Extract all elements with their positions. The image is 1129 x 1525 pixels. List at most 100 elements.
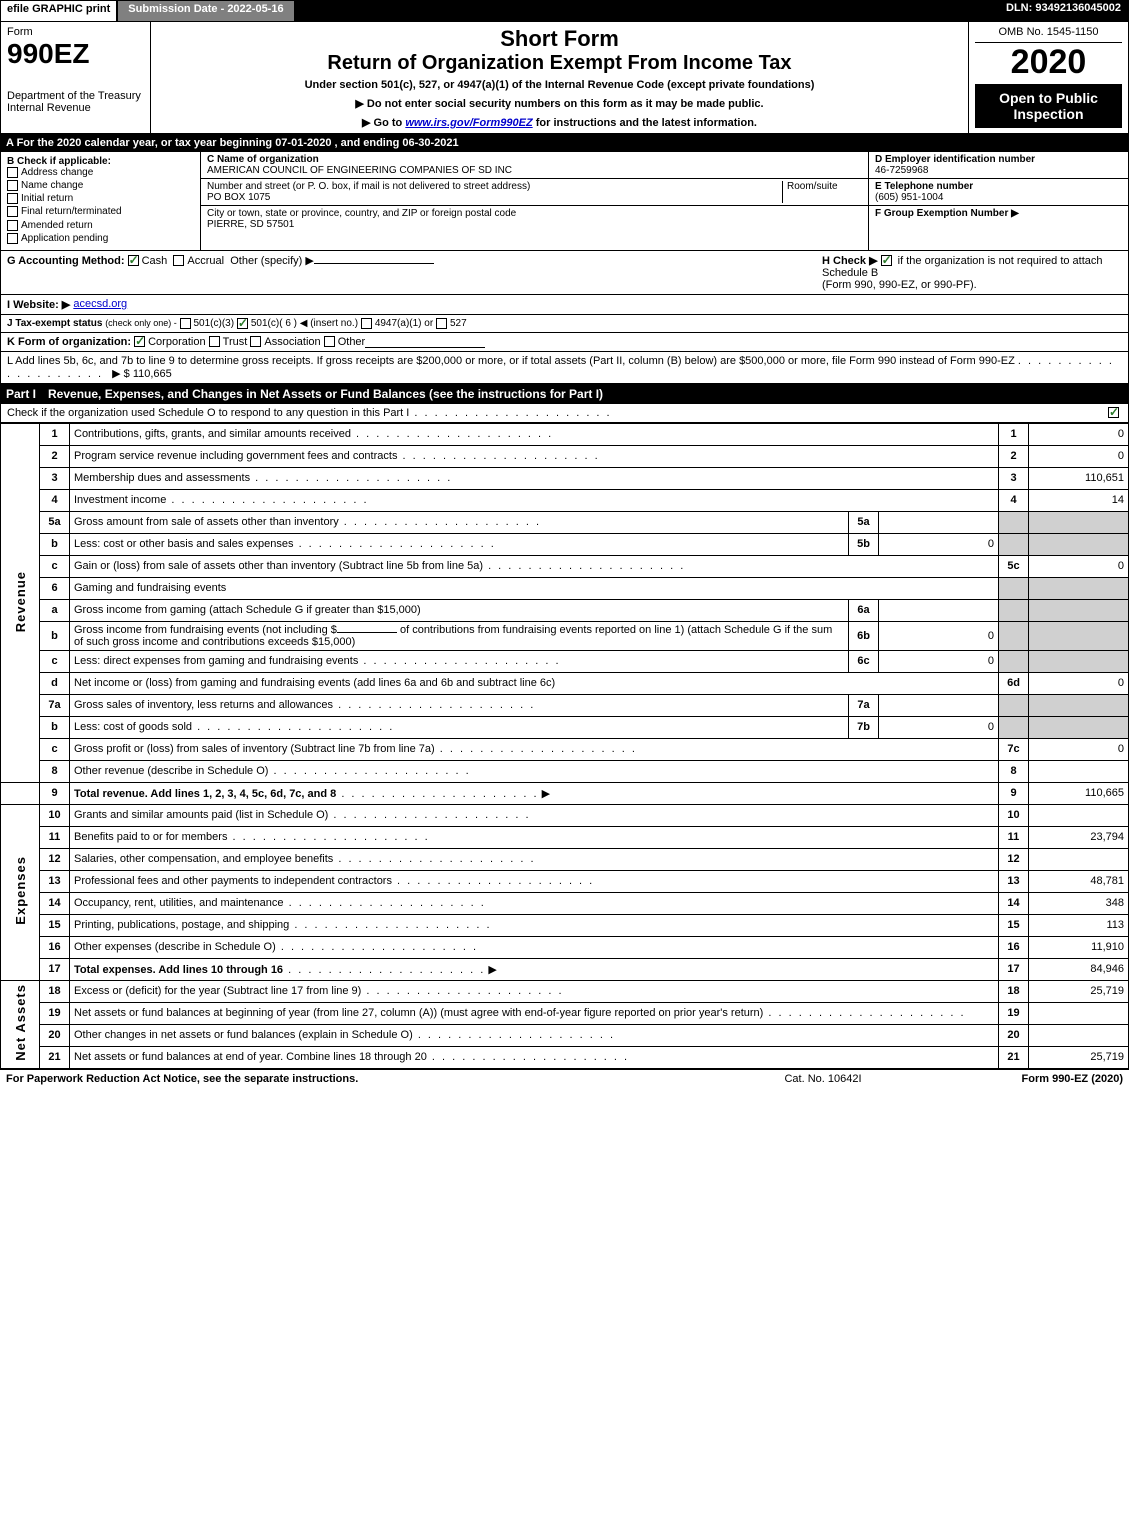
chk-trust[interactable] xyxy=(209,336,220,347)
return-title: Return of Organization Exempt From Incom… xyxy=(159,52,960,75)
l-text: L Add lines 5b, 6c, and 7b to line 9 to … xyxy=(7,355,1015,367)
topbar-spacer xyxy=(295,0,998,22)
section-b-title: B Check if applicable: xyxy=(7,156,194,167)
chk-application-pending[interactable]: Application pending xyxy=(7,233,194,244)
form-header: Form 990EZ Department of the Treasury In… xyxy=(0,22,1129,134)
period-bar: A For the 2020 calendar year, or tax yea… xyxy=(0,134,1129,152)
line-15: 15 Printing, publications, postage, and … xyxy=(1,914,1129,936)
chk-4947[interactable] xyxy=(361,318,372,329)
footer-center: Cat. No. 10642I xyxy=(723,1073,923,1085)
line-14: 14 Occupancy, rent, utilities, and maint… xyxy=(1,892,1129,914)
chk-address-change[interactable]: Address change xyxy=(7,167,194,178)
section-c: C Name of organization AMERICAN COUNCIL … xyxy=(201,152,868,250)
h-label: H Check ▶ xyxy=(822,255,878,267)
form-word: Form xyxy=(7,26,144,38)
org-city-label: City or town, state or province, country… xyxy=(207,208,516,219)
line-6b: b Gross income from fundraising events (… xyxy=(1,621,1129,650)
org-city-value: PIERRE, SD 57501 xyxy=(207,219,294,230)
do-not-enter: ▶ Do not enter social security numbers o… xyxy=(159,97,960,110)
i-label: I Website: ▶ xyxy=(7,298,70,311)
omb-number: OMB No. 1545-1150 xyxy=(975,26,1122,43)
line-9: 9 Total revenue. Add lines 1, 2, 3, 4, 5… xyxy=(1,782,1129,804)
header-center: Short Form Return of Organization Exempt… xyxy=(151,22,968,133)
part1-check-text: Check if the organization used Schedule … xyxy=(7,407,1108,419)
header-right: OMB No. 1545-1150 2020 Open to Public In… xyxy=(968,22,1128,133)
chk-corporation[interactable] xyxy=(134,336,145,347)
go-to-prefix: ▶ Go to xyxy=(362,117,405,129)
top-bar: efile GRAPHIC print Submission Date - 20… xyxy=(0,0,1129,22)
part1-check-o: Check if the organization used Schedule … xyxy=(0,404,1129,423)
ein-row: D Employer identification number 46-7259… xyxy=(869,152,1128,179)
line-11: 11 Benefits paid to or for members 11 23… xyxy=(1,826,1129,848)
line-6a: a Gross income from gaming (attach Sched… xyxy=(1,599,1129,621)
row-i: I Website: ▶ acecsd.org xyxy=(0,295,1129,315)
row-g-h: G Accounting Method: Cash Accrual Other … xyxy=(0,251,1129,295)
chk-amended-return[interactable]: Amended return xyxy=(7,220,194,231)
short-form-title: Short Form xyxy=(159,26,960,52)
chk-h[interactable] xyxy=(881,255,892,266)
chk-name-change[interactable]: Name change xyxy=(7,180,194,191)
irs-link[interactable]: www.irs.gov/Form990EZ xyxy=(405,117,532,129)
dln-label: DLN: 93492136045002 xyxy=(998,0,1129,22)
j-sub: (check only one) - xyxy=(105,318,177,329)
section-de: D Employer identification number 46-7259… xyxy=(868,152,1128,250)
part1-num: Part I xyxy=(6,387,36,401)
net-assets-label: Net Assets xyxy=(1,980,40,1068)
row-j: J Tax-exempt status (check only one) - 5… xyxy=(0,315,1129,333)
part1-title: Revenue, Expenses, and Changes in Net As… xyxy=(48,387,603,401)
part1-header: Part I Revenue, Expenses, and Changes in… xyxy=(0,384,1129,404)
chk-other-org[interactable] xyxy=(324,336,335,347)
go-to-suffix: for instructions and the latest informat… xyxy=(533,117,757,129)
open-to-public: Open to Public Inspection xyxy=(975,84,1122,128)
chk-501c[interactable] xyxy=(237,318,248,329)
room-suite-label: Room/suite xyxy=(787,181,838,192)
accounting-method: G Accounting Method: Cash Accrual Other … xyxy=(7,254,822,291)
chk-association[interactable] xyxy=(250,336,261,347)
row-l: L Add lines 5b, 6c, and 7b to line 9 to … xyxy=(0,352,1129,384)
line-8: 8 Other revenue (describe in Schedule O)… xyxy=(1,760,1129,782)
line-6d: d Net income or (loss) from gaming and f… xyxy=(1,672,1129,694)
line-12: 12 Salaries, other compensation, and emp… xyxy=(1,848,1129,870)
line-19: 19 Net assets or fund balances at beginn… xyxy=(1,1002,1129,1024)
line-21: 21 Net assets or fund balances at end of… xyxy=(1,1046,1129,1068)
org-addr-row: Number and street (or P. O. box, if mail… xyxy=(201,179,868,206)
schedule-b-check: H Check ▶ if the organization is not req… xyxy=(822,254,1122,291)
line-10: Expenses 10 Grants and similar amounts p… xyxy=(1,804,1129,826)
line-7b: b Less: cost of goods sold 7b 0 xyxy=(1,716,1129,738)
phone-value: (605) 951-1004 xyxy=(875,192,943,203)
chk-501c3[interactable] xyxy=(180,318,191,329)
h-sub: (Form 990, 990-EZ, or 990-PF). xyxy=(822,279,977,291)
group-exempt-row: F Group Exemption Number ▶ xyxy=(869,206,1128,221)
chk-527[interactable] xyxy=(436,318,447,329)
phone-label: E Telephone number xyxy=(875,181,973,192)
chk-schedule-o[interactable] xyxy=(1108,407,1119,418)
expenses-label: Expenses xyxy=(1,804,40,980)
footer-right: Form 990-EZ (2020) xyxy=(923,1073,1123,1085)
efile-print-label[interactable]: efile GRAPHIC print xyxy=(0,0,117,22)
footer-left: For Paperwork Reduction Act Notice, see … xyxy=(6,1073,723,1085)
chk-final-return[interactable]: Final return/terminated xyxy=(7,206,194,217)
header-left: Form 990EZ Department of the Treasury In… xyxy=(1,22,151,133)
group-exempt-label: F Group Exemption Number ▶ xyxy=(875,208,1019,219)
line-3: 3 Membership dues and assessments 3 110,… xyxy=(1,467,1129,489)
line-6c: c Less: direct expenses from gaming and … xyxy=(1,650,1129,672)
line-18: Net Assets 18 Excess or (deficit) for th… xyxy=(1,980,1129,1002)
website-link[interactable]: acecsd.org xyxy=(73,298,127,311)
dept-irs: Internal Revenue xyxy=(7,102,144,114)
line-13: 13 Professional fees and other payments … xyxy=(1,870,1129,892)
chk-initial-return[interactable]: Initial return xyxy=(7,193,194,204)
org-name-value: AMERICAN COUNCIL OF ENGINEERING COMPANIE… xyxy=(207,165,512,176)
line-6: 6 Gaming and fundraising events xyxy=(1,577,1129,599)
chk-cash[interactable] xyxy=(128,255,139,266)
line-5a: 5a Gross amount from sale of assets othe… xyxy=(1,511,1129,533)
ein-value: 46-7259968 xyxy=(875,165,928,176)
k-label: K Form of organization: xyxy=(7,336,131,348)
part1-table: Revenue 1 Contributions, gifts, grants, … xyxy=(0,423,1129,1069)
ein-label: D Employer identification number xyxy=(875,154,1035,165)
chk-accrual[interactable] xyxy=(173,255,184,266)
line-20: 20 Other changes in net assets or fund b… xyxy=(1,1024,1129,1046)
row-k: K Form of organization: Corporation Trus… xyxy=(0,333,1129,352)
org-addr-label: Number and street (or P. O. box, if mail… xyxy=(207,181,530,192)
dept-treasury: Department of the Treasury xyxy=(7,90,144,102)
line-7c: c Gross profit or (loss) from sales of i… xyxy=(1,738,1129,760)
